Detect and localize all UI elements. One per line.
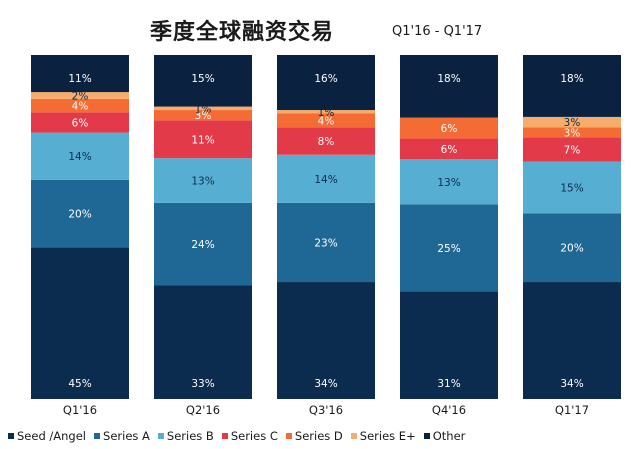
bar-segment-series-b-3 <box>400 159 498 205</box>
legend-swatch <box>157 433 164 439</box>
data-label: 4% <box>72 101 89 113</box>
data-label: 13% <box>191 176 214 188</box>
bar-segment-series-a-1 <box>154 202 252 286</box>
data-label: 34% <box>314 378 337 390</box>
data-label: 15% <box>560 182 583 194</box>
bar-segment-series-c-0 <box>31 112 129 133</box>
bar-segment-other-2 <box>277 55 375 111</box>
data-label: 34% <box>560 378 583 390</box>
bar-segment-series-d-4 <box>523 127 621 138</box>
bar-segment-series-d-3 <box>400 117 498 139</box>
bar-segment-series-c-4 <box>523 137 621 162</box>
data-label: 11% <box>68 73 91 85</box>
data-label: 4% <box>318 115 335 127</box>
data-label: 3% <box>564 127 581 139</box>
data-label: 3% <box>564 117 581 129</box>
legend-swatch <box>423 433 430 439</box>
data-label: 45% <box>68 378 91 390</box>
bar-segment-series-c-2 <box>277 127 375 155</box>
legend-swatch <box>94 433 101 439</box>
data-label: 14% <box>68 151 91 163</box>
x-tick-label: Q4'16 <box>432 403 466 417</box>
data-label: 31% <box>437 378 460 390</box>
legend-item: Series E+ <box>350 429 416 443</box>
bar-segment-series-d-1 <box>154 110 252 121</box>
x-tick-label: Q1'17 <box>555 403 589 417</box>
legend-label: Other <box>432 429 466 443</box>
data-label: 24% <box>191 239 214 251</box>
data-label: 7% <box>564 145 581 157</box>
legend-label: Series E+ <box>359 429 416 443</box>
bar-segment-series-b-0 <box>31 132 129 180</box>
x-tick-label: Q3'16 <box>309 403 343 417</box>
bar-segment-series-a-2 <box>277 202 375 283</box>
data-label: 6% <box>72 117 89 129</box>
bar-segment-series-c-3 <box>400 138 498 160</box>
legend-label: Seed /Angel <box>17 429 87 443</box>
legend-label: Series A <box>103 429 150 443</box>
bar-segment-series-b-4 <box>523 161 621 214</box>
bar-segment-series-e--1 <box>154 106 252 111</box>
legend-swatch <box>8 433 14 439</box>
legend-item: Seed /Angel <box>8 429 86 443</box>
bar-segment-series-e--2 <box>277 110 375 114</box>
bar-segment-series-e--0 <box>31 92 129 99</box>
data-label: 20% <box>68 209 91 221</box>
bar-segment-series-d-0 <box>31 98 129 113</box>
data-label: 15% <box>191 73 214 85</box>
data-label: 6% <box>441 144 458 156</box>
data-label: 25% <box>437 243 460 255</box>
bar-segment-seed-angel-4 <box>523 282 621 399</box>
legend-item: Series C <box>221 429 278 443</box>
bar-segment-series-a-0 <box>31 179 129 248</box>
data-label: 16% <box>314 73 337 85</box>
legend-swatch <box>221 433 228 439</box>
data-label: 18% <box>437 73 460 85</box>
bar-segment-series-d-2 <box>277 113 375 128</box>
x-tick-label: Q1'16 <box>63 403 97 417</box>
chart-title: 季度全球融资交易 <box>150 20 335 45</box>
stacked-bar-chart: 45%20%14%6%4%2%11%Q1'1633%24%13%11%3%1%1… <box>31 55 621 417</box>
legend-label: Series C <box>230 429 278 443</box>
bar-segment-seed-angel-1 <box>154 285 252 399</box>
data-label: 14% <box>314 174 337 186</box>
data-label: 2% <box>72 90 89 102</box>
data-label: 20% <box>560 243 583 255</box>
data-label: 13% <box>437 177 460 189</box>
data-label: 23% <box>314 237 337 249</box>
bar-segment-series-a-3 <box>400 204 498 292</box>
bar-segment-seed-angel-3 <box>400 291 498 399</box>
bar-segment-series-e--4 <box>523 116 621 128</box>
bar-segment-other-0 <box>31 55 129 93</box>
data-label: 3% <box>195 110 212 122</box>
chart-legend: Seed /Angel Series A Series B Series C Serie… <box>8 429 465 443</box>
bar-segment-series-a-4 <box>523 213 621 283</box>
bar-segment-other-1 <box>154 55 252 107</box>
legend-label: Series D <box>294 429 343 443</box>
legend-item: Other <box>423 429 466 443</box>
legend-item: Series B <box>157 429 214 443</box>
data-label: 33% <box>191 378 214 390</box>
data-label: 11% <box>191 134 214 146</box>
bar-segment-series-c-1 <box>154 120 252 159</box>
bar-segment-other-4 <box>523 55 621 117</box>
data-label: 8% <box>318 136 335 148</box>
data-label: 6% <box>441 123 458 135</box>
bar-segment-seed-angel-0 <box>31 247 129 399</box>
x-tick-label: Q2'16 <box>186 403 220 417</box>
legend-swatch <box>285 433 292 439</box>
legend-item: Series D <box>285 429 343 443</box>
legend-label: Series B <box>166 429 214 443</box>
bar-segment-seed-angel-2 <box>277 282 375 399</box>
chart-subtitle: Q1'16 - Q1'17 <box>392 24 483 39</box>
data-label: 18% <box>560 73 583 85</box>
bar-segment-series-b-2 <box>277 154 375 203</box>
bar-segment-series-b-1 <box>154 158 252 203</box>
legend-item: Series A <box>94 429 150 443</box>
legend-swatch <box>350 433 357 439</box>
bar-segment-other-3 <box>400 55 498 118</box>
